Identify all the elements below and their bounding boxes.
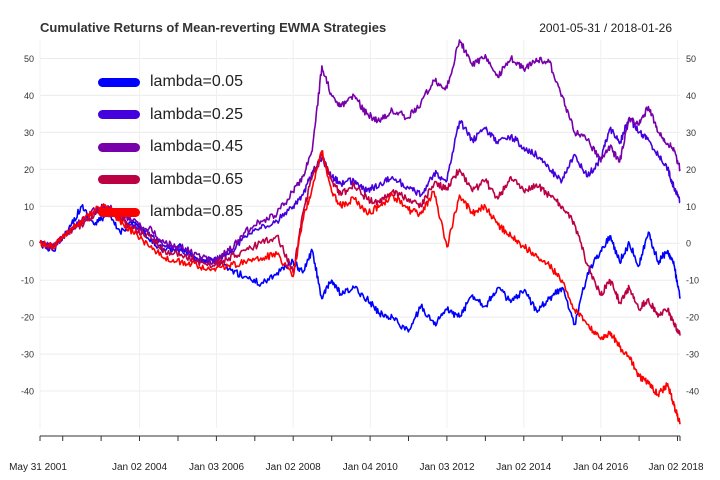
legend-label: lambda=0.65 xyxy=(150,170,243,188)
y-tick-label-right: 50 xyxy=(686,54,696,64)
y-tick-label-left: 0 xyxy=(29,239,34,249)
y-tick-label-right: 0 xyxy=(686,239,691,249)
y-axis-left: -40 -30 -20 -10 0 10 20 30 40 50 xyxy=(21,54,34,397)
y-tick-label-left: -30 xyxy=(21,350,34,360)
x-tick-label: May 31 2001 xyxy=(9,462,67,473)
y-axis-right: -40 -30 -20 -10 0 10 20 30 40 50 xyxy=(686,54,699,397)
y-tick-label-left: 50 xyxy=(24,54,34,64)
legend-label: lambda=0.25 xyxy=(150,105,243,123)
y-tick-label-right: 10 xyxy=(686,202,696,212)
y-tick-label-left: -10 xyxy=(21,276,34,286)
y-tick-label-right: -40 xyxy=(686,387,699,397)
series-lines xyxy=(39,39,681,425)
y-tick-label-left: 20 xyxy=(24,165,34,175)
series-line-lambda-0-05 xyxy=(39,204,681,333)
legend-item: lambda=0.65 xyxy=(98,164,243,197)
y-tick-label-right: -20 xyxy=(686,313,699,323)
legend-label: lambda=0.05 xyxy=(150,73,243,91)
legend-item: lambda=0.05 xyxy=(98,66,243,99)
y-tick-label-right: 30 xyxy=(686,128,696,138)
y-tick-label-right: 40 xyxy=(686,91,696,101)
legend-item: lambda=0.25 xyxy=(98,99,243,132)
y-tick-label-right: 20 xyxy=(686,165,696,175)
legend-swatch xyxy=(98,142,140,152)
y-tick-label-left: -20 xyxy=(21,313,34,323)
chart-title: Cumulative Returns of Mean-reverting EWM… xyxy=(40,20,387,35)
y-tick-label-right: -30 xyxy=(686,350,699,360)
legend-item: lambda=0.45 xyxy=(98,131,243,164)
series-line-lambda-0-65 xyxy=(39,152,681,336)
y-tick-label-left: 10 xyxy=(24,202,34,212)
x-tick-label: Jan 03 2012 xyxy=(419,462,474,473)
series-line-lambda-0-85 xyxy=(39,150,681,425)
legend-label: lambda=0.85 xyxy=(150,203,243,221)
legend-swatch xyxy=(98,207,140,217)
x-tick-label: Jan 02 2014 xyxy=(496,462,551,473)
x-axis: May 31 2001 Jan 02 2004 Jan 03 2006 Jan 02 … xyxy=(9,435,704,473)
legend-swatch xyxy=(98,175,140,185)
x-tick-label: Jan 04 2010 xyxy=(343,462,398,473)
x-tick-label: Jan 04 2016 xyxy=(573,462,628,473)
x-tick-label: Jan 03 2006 xyxy=(189,462,244,473)
series-line-lambda-0-45 xyxy=(39,39,681,265)
legend-swatch xyxy=(98,110,140,120)
legend-label: lambda=0.45 xyxy=(150,138,243,156)
y-tick-label-left: 40 xyxy=(24,91,34,101)
legend-item: lambda=0.85 xyxy=(98,196,243,229)
legend: lambda=0.05 lambda=0.25 lambda=0.45 lambda=… xyxy=(98,66,243,229)
date-range: 2001-05-31 / 2018-01-26 xyxy=(539,21,672,35)
y-tick-label-right: -10 xyxy=(686,276,699,286)
legend-swatch xyxy=(98,77,140,87)
y-tick-label-left: 30 xyxy=(24,128,34,138)
x-tick-label: Jan 02 2018 xyxy=(648,462,703,473)
y-tick-label-left: -40 xyxy=(21,387,34,397)
x-tick-label: Jan 02 2004 xyxy=(112,462,167,473)
x-tick-label: Jan 02 2008 xyxy=(266,462,321,473)
